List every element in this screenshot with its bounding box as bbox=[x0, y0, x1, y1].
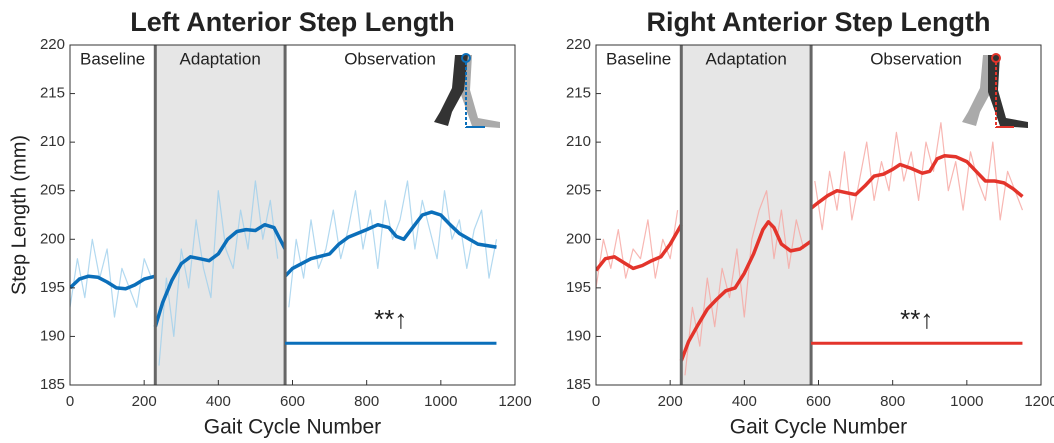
x-tick-label: 400 bbox=[206, 393, 231, 410]
y-tick-label: 185 bbox=[40, 376, 65, 393]
phase-label: Observation bbox=[870, 49, 962, 68]
y-tick-label: 220 bbox=[40, 36, 65, 53]
y-tick-label: 215 bbox=[40, 85, 65, 102]
y-tick-label: 200 bbox=[566, 230, 591, 247]
x-tick-label: 0 bbox=[592, 393, 600, 410]
phase-label: Adaptation bbox=[180, 49, 261, 68]
y-tick-label: 205 bbox=[566, 182, 591, 199]
x-tick-label: 600 bbox=[806, 393, 831, 410]
x-tick-label: 600 bbox=[280, 393, 305, 410]
y-tick-label: 190 bbox=[40, 327, 65, 344]
leg-icon-right bbox=[962, 53, 1028, 128]
y-tick-label: 215 bbox=[566, 85, 591, 102]
phase-label: Adaptation bbox=[706, 49, 787, 68]
significance-label: **↑ bbox=[374, 304, 407, 334]
x-tick-label: 800 bbox=[354, 393, 379, 410]
y-tick-label: 195 bbox=[566, 279, 591, 296]
axes-box bbox=[595, 44, 1042, 386]
x-tick-label: 200 bbox=[132, 393, 157, 410]
panel: Baseline Adaptation Observation **↑ 185 190 19… bbox=[566, 7, 1054, 438]
y-tick-label: 210 bbox=[40, 133, 65, 150]
panel: Baseline Adaptation Observation **↑ 185 190 19… bbox=[8, 7, 531, 438]
y-tick-label: 205 bbox=[40, 182, 65, 199]
y-tick-label: 220 bbox=[566, 36, 591, 53]
y-tick-label: 200 bbox=[40, 230, 65, 247]
leg-icon-left bbox=[434, 53, 500, 128]
phase-label: Baseline bbox=[80, 49, 145, 68]
x-tick-label: 1000 bbox=[950, 393, 983, 410]
phase-label: Observation bbox=[344, 49, 436, 68]
chart-title: Left Anterior Step Length bbox=[130, 7, 455, 37]
significance-label: **↑ bbox=[900, 304, 933, 334]
y-axis-label: Step Length (mm) bbox=[8, 135, 30, 295]
y-tick-label: 190 bbox=[566, 327, 591, 344]
phase-shade bbox=[681, 45, 812, 385]
x-tick-label: 1200 bbox=[498, 393, 531, 410]
y-tick-label: 210 bbox=[566, 133, 591, 150]
x-tick-label: 1200 bbox=[1024, 393, 1054, 410]
x-tick-label: 400 bbox=[732, 393, 757, 410]
x-tick-label: 200 bbox=[658, 393, 683, 410]
phase-shade bbox=[155, 45, 286, 385]
x-tick-label: 1000 bbox=[424, 393, 457, 410]
chart-title: Right Anterior Step Length bbox=[647, 7, 991, 37]
phase-label: Baseline bbox=[606, 49, 671, 68]
x-axis-label: Gait Cycle Number bbox=[730, 416, 907, 439]
smooth-line bbox=[70, 210, 497, 328]
smooth-line bbox=[596, 153, 1024, 362]
x-axis-label: Gait Cycle Number bbox=[204, 416, 381, 439]
x-tick-label: 800 bbox=[880, 393, 905, 410]
y-tick-label: 195 bbox=[40, 279, 65, 296]
x-tick-label: 0 bbox=[66, 393, 74, 410]
y-tick-label: 185 bbox=[566, 376, 591, 393]
